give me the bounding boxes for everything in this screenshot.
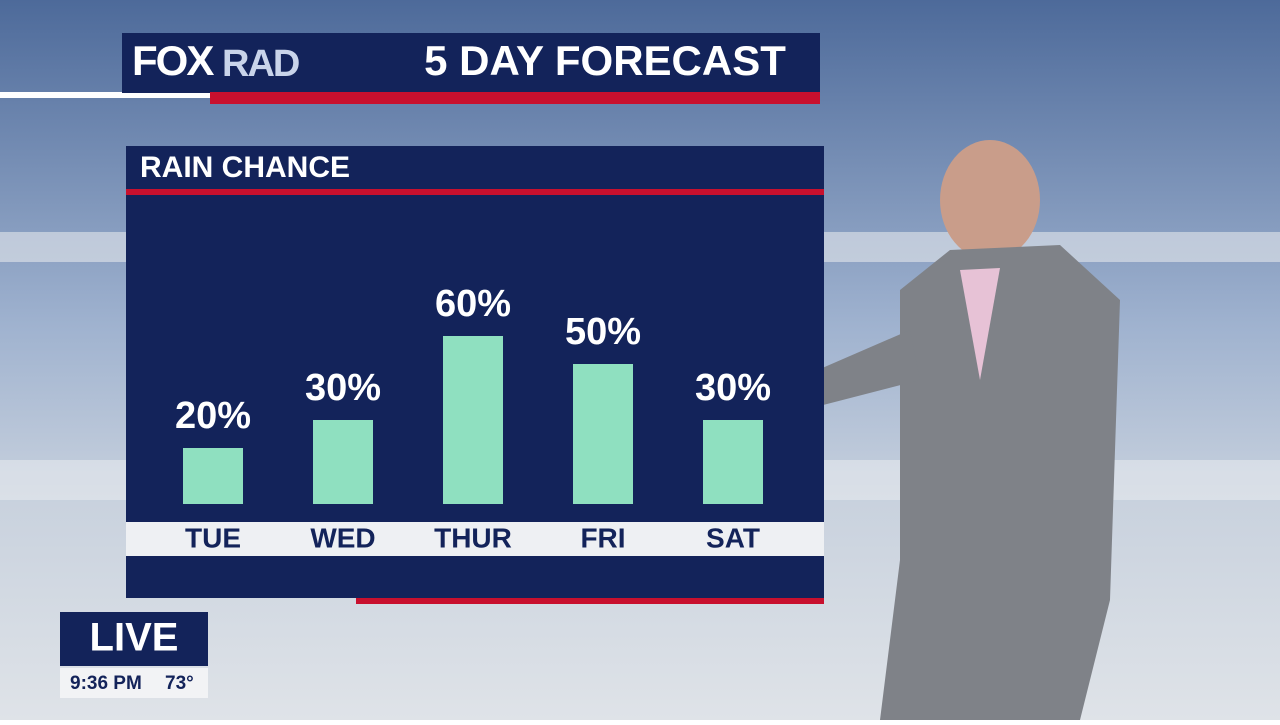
header-line [0,92,215,98]
header-bar [122,33,820,93]
header-accent [210,92,820,104]
bar [573,364,633,504]
time: 9:36 PM [70,673,142,694]
value-label: 30% [305,367,381,409]
bar [443,336,503,504]
category-label: TUE [185,522,241,553]
bar [703,420,763,504]
bar-group: 20% TUE 30% WED 60% THUR 50% FRI 30% SAT [175,283,771,553]
value-label: 60% [435,283,511,325]
category-label: SAT [706,522,760,553]
live-label: LIVE [90,616,179,660]
time-box [60,668,208,698]
category-label: FRI [580,522,625,553]
logo-rad: RAD [222,43,299,85]
category-strip [126,522,824,556]
value-label: 30% [695,367,771,409]
panel-accent [126,189,824,195]
chart-title: RAIN CHANCE [140,151,350,184]
panel-accent [356,598,824,604]
temperature: 73° [165,673,194,694]
presenter [706,140,1120,720]
value-label: 50% [565,311,641,353]
category-label: WED [310,522,375,553]
header-title: 5 DAY FORECAST [424,37,786,84]
live-box [60,612,208,666]
bar [313,420,373,504]
value-label: 20% [175,395,251,437]
logo-fox: FOX [132,37,214,84]
bar [183,448,243,504]
category-label: THUR [434,522,512,553]
